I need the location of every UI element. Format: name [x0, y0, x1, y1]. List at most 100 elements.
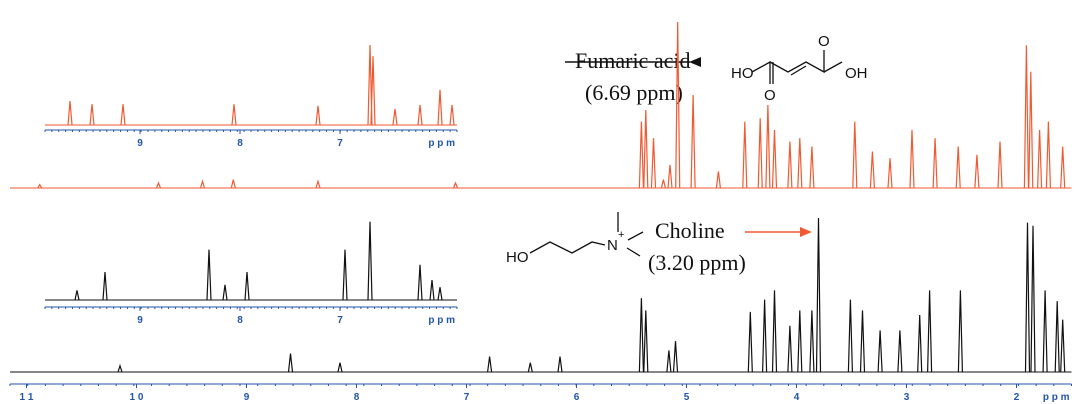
- peak: [452, 181, 459, 189]
- peak: [370, 56, 376, 126]
- peak: [771, 129, 778, 189]
- peak: [762, 299, 768, 373]
- peak: [997, 141, 1003, 189]
- label: Fumaric acid: [575, 48, 690, 73]
- peak: [672, 341, 679, 373]
- tick-label: 8: [354, 392, 360, 403]
- axis-label: p p m: [428, 315, 455, 326]
- spectrum: 1 1 1 0 9 8 7 6 5 4 3 2 p p m: [9, 217, 1072, 403]
- peak: [742, 121, 748, 189]
- structure: [529, 212, 644, 257]
- peak: [897, 330, 903, 373]
- atom: N: [607, 237, 618, 254]
- axis-label: p p m: [428, 138, 455, 149]
- peak: [199, 179, 206, 189]
- tick-label: 5: [684, 392, 690, 403]
- peak: [787, 325, 793, 373]
- peak: [1060, 319, 1066, 373]
- peak: [797, 310, 803, 373]
- peak: [1037, 129, 1043, 189]
- peak: [1028, 71, 1034, 189]
- peak: [955, 146, 961, 189]
- label: Choline: [655, 218, 725, 243]
- peak: [74, 290, 80, 301]
- peak: [638, 298, 644, 373]
- tick-label: 9: [137, 138, 143, 149]
- peak: [417, 264, 423, 301]
- tick-label: 1 0: [130, 392, 144, 403]
- peak: [932, 138, 938, 189]
- fumaric-annotation: Fumaric acid (6.69 ppm) HO O O OH: [565, 33, 868, 105]
- peak: [557, 356, 563, 373]
- label: (3.20 ppm): [648, 250, 746, 275]
- choline-annotation: Choline (3.20 ppm) HO N +: [506, 212, 812, 275]
- tick-label: 6: [574, 392, 580, 403]
- peak: [67, 100, 73, 126]
- peak: [437, 287, 443, 301]
- peak: [231, 104, 237, 126]
- tick-label: 9: [244, 392, 250, 403]
- tick-label: 8: [237, 315, 243, 326]
- peak: [449, 104, 455, 126]
- peak: [417, 104, 423, 126]
- atom: HO: [506, 249, 529, 266]
- peak: [1023, 45, 1029, 189]
- peak: [747, 311, 753, 373]
- peak: [815, 217, 822, 373]
- peak: [643, 109, 649, 189]
- peak: [487, 356, 493, 373]
- tick-label: 1 1: [20, 392, 34, 403]
- peak: [437, 89, 443, 126]
- tick-label: 4: [794, 392, 800, 403]
- atom: O: [764, 87, 776, 104]
- atom: OH: [845, 65, 868, 82]
- structure: [751, 50, 843, 84]
- peak: [287, 353, 294, 373]
- peak: [1042, 290, 1048, 373]
- peak: [206, 249, 212, 301]
- peak: [244, 271, 250, 301]
- peak: [1045, 121, 1051, 189]
- peak: [342, 249, 348, 301]
- peak: [675, 21, 681, 189]
- peak: [222, 284, 228, 301]
- peak: [715, 171, 721, 189]
- spectrum: [10, 21, 1072, 189]
- tick-label: 7: [337, 138, 343, 149]
- peak: [887, 158, 893, 189]
- tick-label: 2: [1014, 392, 1020, 403]
- peak: [37, 183, 43, 189]
- tick-label: 9: [137, 315, 143, 326]
- peak: [337, 362, 343, 373]
- peak: [847, 299, 853, 373]
- atom: O: [818, 33, 830, 50]
- peak: [89, 104, 95, 126]
- peak: [527, 362, 533, 373]
- peak: [1030, 225, 1036, 373]
- peak: [429, 279, 435, 301]
- peak: [974, 154, 980, 189]
- peak: [120, 104, 126, 126]
- tick-label: 8: [237, 138, 243, 149]
- peak: [660, 179, 666, 189]
- peak: [392, 108, 398, 126]
- peak: [155, 181, 162, 189]
- peak: [117, 363, 123, 373]
- peak: [957, 290, 963, 373]
- peak: [1024, 222, 1031, 373]
- peak: [1060, 146, 1066, 189]
- label: (6.69 ppm): [585, 80, 683, 105]
- peak: [869, 151, 875, 189]
- arrow-head: [800, 227, 812, 237]
- spectrum: 9 8 7 p p m: [44, 44, 458, 149]
- peak: [917, 314, 923, 373]
- peak: [909, 129, 915, 189]
- peak: [667, 164, 673, 189]
- peak: [757, 118, 763, 189]
- peak: [787, 141, 793, 189]
- peak: [1054, 301, 1060, 373]
- peak: [638, 121, 644, 189]
- axis-label: p p m: [1043, 392, 1070, 403]
- arrow-head: [689, 57, 701, 67]
- peak: [797, 138, 803, 189]
